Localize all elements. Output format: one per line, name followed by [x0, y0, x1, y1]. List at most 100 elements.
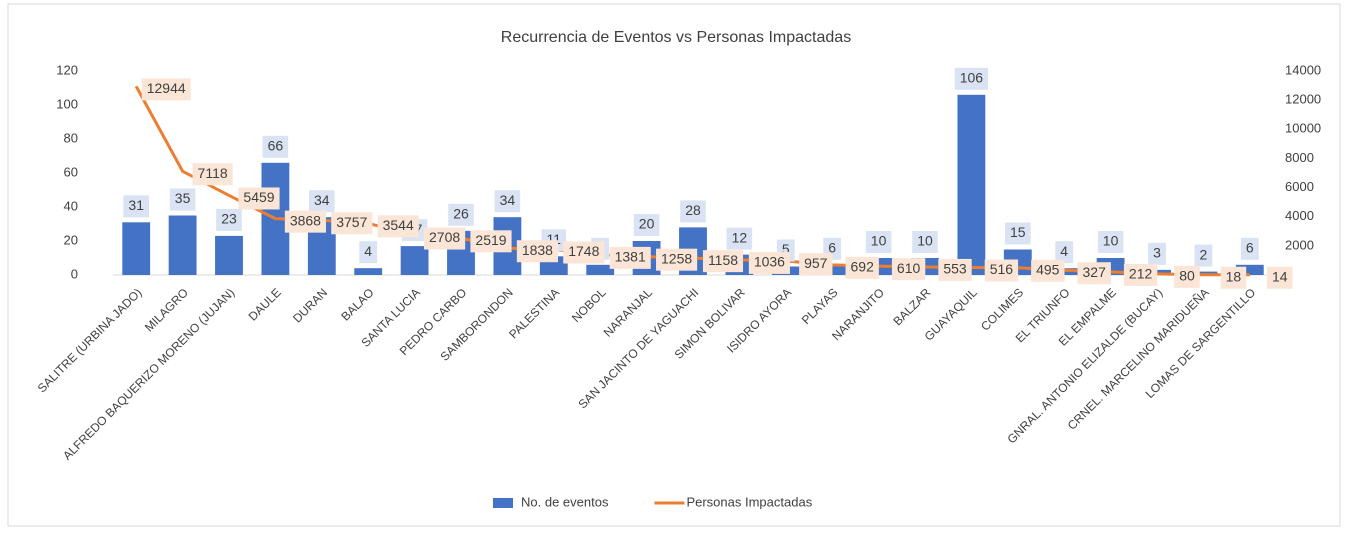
y-tick-label: 120 [56, 62, 78, 77]
data-label: 23 [221, 211, 237, 227]
data-label-box [845, 256, 879, 279]
data-label-group: 106 [954, 67, 989, 90]
data-label-box [609, 246, 651, 269]
data-label: 34 [314, 192, 330, 208]
data-label: 2708 [429, 229, 460, 245]
data-label-box [891, 258, 926, 281]
data-label-box [1077, 262, 1111, 285]
data-label-box [448, 203, 474, 226]
data-label: 553 [943, 261, 967, 277]
data-label: 66 [268, 138, 284, 154]
y2-tick-label: 6000 [1285, 179, 1314, 194]
data-label-box [938, 258, 972, 281]
data-label-group: 5459 [238, 187, 280, 210]
data-label: 495 [1036, 261, 1060, 277]
data-label-group: 327 [1077, 262, 1111, 285]
data-label: 2 [1200, 246, 1208, 262]
data-label-group: 20 [633, 214, 660, 236]
data-label-box [680, 200, 706, 223]
data-label-group: 1838 [516, 240, 558, 263]
data-label-group: 15 [1005, 222, 1031, 245]
y2-tick-label: 12000 [1285, 92, 1321, 107]
data-label-box [633, 214, 660, 236]
bar [122, 222, 151, 275]
data-label-box [1055, 241, 1074, 264]
data-label-group: 28 [680, 200, 706, 223]
data-label-box [799, 253, 833, 276]
data-label-box [169, 188, 196, 211]
data-label-group: 6 [1240, 237, 1259, 260]
y2-tick-label: 14000 [1285, 62, 1321, 77]
data-label-box [1240, 237, 1259, 260]
data-label-group: 80 [1174, 265, 1200, 288]
data-label-box [284, 210, 326, 233]
data-label-group: 4 [1055, 241, 1074, 264]
data-label-box [494, 190, 521, 213]
data-label-box [1005, 222, 1031, 245]
legend-label: Personas Impactadas [686, 494, 812, 509]
y-tick-label: 20 [64, 232, 78, 247]
data-label-box [141, 78, 191, 101]
data-label-group: 610 [891, 258, 926, 281]
data-label: 1158 [708, 252, 738, 268]
data-label: 2519 [475, 232, 506, 248]
data-label-box [192, 163, 233, 186]
data-label: 15 [1010, 224, 1026, 240]
data-label-box [1194, 244, 1213, 267]
data-label: 212 [1129, 266, 1153, 282]
data-label: 26 [453, 206, 469, 222]
data-label: 28 [685, 202, 701, 218]
data-label-group: 516 [984, 259, 1019, 282]
data-label: 692 [851, 259, 875, 275]
data-label-group: 3868 [284, 210, 326, 233]
data-label: 3757 [336, 214, 367, 230]
data-label-box [563, 241, 605, 264]
data-label-box [984, 259, 1019, 282]
data-label: 1258 [661, 250, 692, 266]
data-label: 610 [897, 260, 921, 276]
data-label: 10 [1103, 233, 1119, 249]
data-label-box [1097, 231, 1124, 253]
legend-swatch [493, 498, 513, 508]
data-label: 3544 [383, 217, 414, 233]
data-label-box [516, 240, 558, 263]
y2-tick-label: 2000 [1285, 237, 1314, 252]
data-label-box [424, 227, 466, 250]
y2-tick-label: 4000 [1285, 208, 1314, 223]
data-label: 3 [1153, 245, 1161, 261]
data-label-box [1174, 265, 1200, 288]
y2-tick-label: 10000 [1285, 121, 1321, 136]
data-label-group: 23 [216, 208, 242, 231]
data-label-group: 7118 [192, 163, 233, 186]
data-label-group: 3 [1148, 242, 1166, 265]
data-label: 1838 [522, 242, 553, 258]
data-label-group: 10 [1097, 231, 1124, 253]
y-tick-label: 40 [64, 198, 78, 213]
data-label-box [656, 248, 698, 271]
data-label: 6 [828, 240, 836, 256]
data-label: 957 [804, 255, 828, 271]
data-label-group: 26 [448, 203, 474, 226]
data-label-group: 35 [169, 188, 196, 211]
data-label-group: 553 [938, 258, 972, 281]
data-label-group: 1158 [702, 250, 744, 273]
data-label: 1036 [754, 254, 785, 270]
data-label-group: 3544 [377, 215, 419, 238]
y2-tick-label: 8000 [1285, 150, 1314, 165]
data-label-group: 1748 [563, 241, 605, 264]
data-label: 4 [364, 243, 372, 259]
data-label: 516 [990, 261, 1014, 277]
bar [1235, 264, 1264, 275]
data-label-group: 10 [865, 231, 892, 253]
data-label: 327 [1083, 264, 1107, 280]
data-label: 14 [1272, 268, 1288, 284]
data-label-group: 12944 [141, 78, 191, 101]
data-label-box [954, 67, 989, 90]
bar [168, 215, 197, 275]
data-label-group: 66 [262, 135, 289, 158]
data-label-box [1220, 266, 1247, 289]
y-tick-label: 60 [64, 164, 78, 179]
data-label-group: 2 [1194, 244, 1213, 267]
data-label: 12 [732, 229, 748, 245]
data-label-group: 31 [123, 195, 149, 218]
